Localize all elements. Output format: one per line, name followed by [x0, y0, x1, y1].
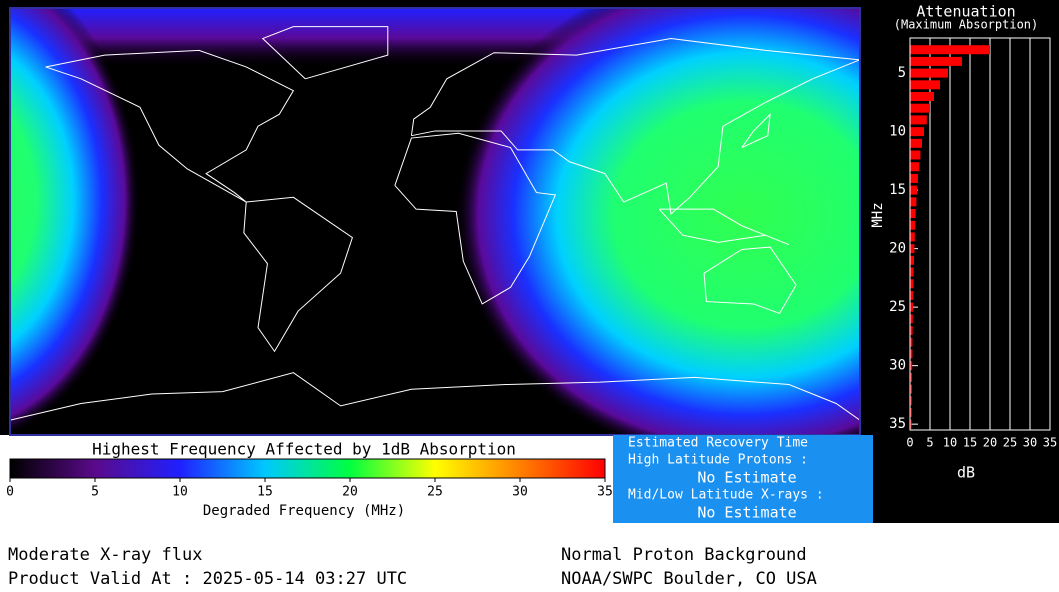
- bar: [910, 419, 912, 429]
- recovery-value: No Estimate: [697, 469, 796, 487]
- footer-text: Product Valid At : 2025-05-14 03:27 UTC: [8, 569, 407, 589]
- bar: [910, 314, 913, 324]
- colorbar-tick-label: 10: [172, 485, 188, 500]
- coastline: [243, 196, 353, 353]
- colorbar: [9, 458, 606, 479]
- recovery-value: No Estimate: [697, 504, 796, 522]
- colorbar-tick-label: 15: [257, 485, 273, 500]
- colorbar-tick-label: 5: [91, 485, 99, 500]
- coastline: [45, 49, 295, 203]
- x-tick-label: 10: [943, 436, 957, 450]
- bar: [910, 150, 921, 160]
- coastline: [261, 26, 389, 80]
- map-frame: [9, 7, 861, 436]
- y-tick-label: 30: [889, 358, 906, 374]
- bar: [910, 220, 916, 230]
- recovery-label: High Latitude Protons :: [628, 453, 808, 468]
- bar: [910, 185, 918, 195]
- x-tick-label: 30: [1023, 436, 1037, 450]
- x-tick-label: 0: [906, 436, 913, 450]
- coastline: [10, 372, 860, 421]
- bar: [910, 337, 913, 347]
- footer-text: NOAA/SWPC Boulder, CO USA: [561, 569, 817, 589]
- recovery-title: Estimated Recovery Time: [628, 436, 808, 451]
- recovery-label: Mid/Low Latitude X-rays :: [628, 488, 824, 503]
- map: [10, 8, 860, 435]
- bar: [910, 92, 934, 102]
- y-tick-label: 35: [889, 416, 906, 432]
- colorbar-label: Degraded Frequency (MHz): [203, 503, 405, 519]
- bar: [910, 45, 990, 55]
- chart-subtitle: (Maximum Absorption): [894, 18, 1039, 32]
- y-tick-label: 25: [889, 299, 906, 315]
- x-tick-label: 5: [926, 436, 933, 450]
- y-tick-label: 15: [889, 182, 906, 198]
- bar: [910, 138, 922, 148]
- colorbar-tick-label: 0: [6, 485, 14, 500]
- bar: [910, 244, 915, 254]
- bar: [910, 127, 924, 137]
- bar: [910, 361, 913, 371]
- x-tick-label: 20: [983, 436, 997, 450]
- bar: [910, 407, 912, 417]
- bar: [910, 396, 912, 406]
- colorbar-tick-label: 35: [597, 485, 613, 500]
- bar: [910, 115, 927, 125]
- bar: [910, 103, 930, 113]
- coastline: [741, 112, 771, 148]
- recovery-box: [613, 435, 873, 523]
- bar: [910, 302, 913, 312]
- bar: [910, 326, 913, 336]
- y-tick-label: 5: [898, 65, 906, 81]
- bar: [910, 68, 948, 78]
- bar: [910, 372, 912, 382]
- bar: [910, 290, 914, 300]
- chart-title: Attenuation: [916, 3, 1015, 21]
- bar: [910, 255, 914, 265]
- coastline: [658, 208, 790, 246]
- y-axis-label: MHz: [870, 202, 886, 227]
- bar: [910, 267, 914, 277]
- colorbar-title: Highest Frequency Affected by 1dB Absorp…: [92, 440, 516, 459]
- bar: [910, 173, 918, 183]
- colorbar-tick-label: 25: [427, 485, 443, 500]
- x-axis-label: dB: [957, 464, 975, 482]
- footer-text: Normal Proton Background: [561, 545, 807, 565]
- x-tick-label: 35: [1043, 436, 1057, 450]
- bar: [910, 56, 962, 66]
- bar: [910, 384, 912, 394]
- plot-frame: [909, 37, 1051, 431]
- bar: [910, 232, 915, 242]
- bar: [910, 209, 916, 219]
- y-tick-label: 20: [889, 241, 906, 257]
- coastline: [410, 38, 860, 215]
- bar: [910, 162, 920, 172]
- coastline: [394, 132, 557, 305]
- bar: [910, 279, 914, 289]
- x-tick-label: 15: [963, 436, 977, 450]
- bar: [910, 80, 940, 90]
- bar: [910, 349, 913, 359]
- footer-text: Moderate X-ray flux: [8, 545, 202, 565]
- y-tick-label: 10: [889, 124, 906, 140]
- coastline: [703, 246, 797, 315]
- bar: [910, 197, 917, 207]
- colorbar-tick-label: 20: [342, 485, 358, 500]
- colorbar-tick-label: 30: [512, 485, 528, 500]
- right-background: [873, 435, 1059, 523]
- x-tick-label: 25: [1003, 436, 1017, 450]
